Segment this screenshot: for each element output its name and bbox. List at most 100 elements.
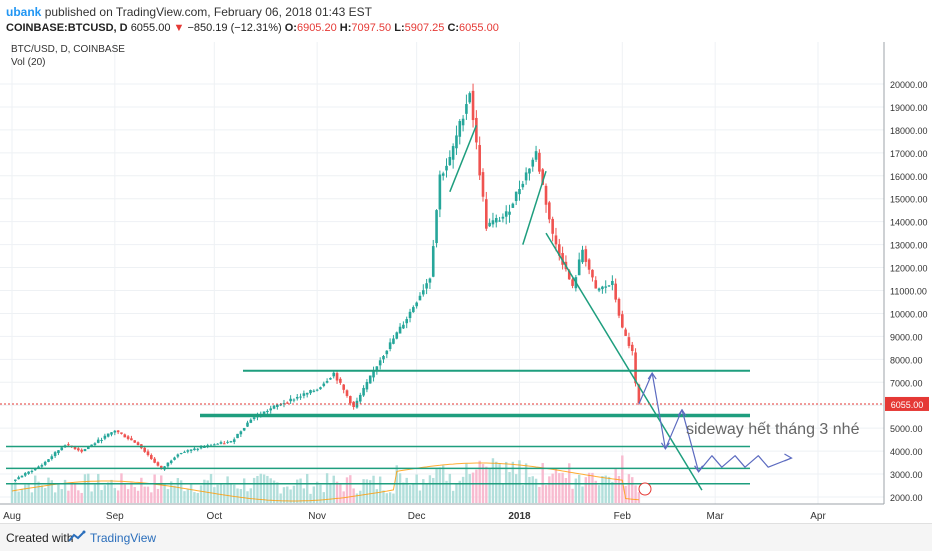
- volume-bar: [345, 477, 349, 503]
- volume-bar: [289, 489, 292, 503]
- price-chart[interactable]: 2000.003000.004000.005000.006000.007000.…: [0, 42, 932, 523]
- candle-body: [27, 471, 30, 474]
- candle-body: [289, 398, 292, 402]
- candle-body: [455, 135, 458, 149]
- volume-bar: [252, 477, 256, 503]
- author-name[interactable]: ubank: [6, 5, 42, 19]
- volume-bar: [471, 472, 475, 503]
- candle-body: [37, 466, 40, 469]
- candle-body: [219, 442, 223, 444]
- volume-bar: [176, 478, 180, 503]
- y-tick-label: 14000.00: [890, 218, 928, 228]
- volume-bar: [359, 490, 362, 503]
- volume-bar: [282, 487, 286, 503]
- volume-bar: [93, 484, 97, 503]
- candle-body: [617, 298, 621, 316]
- volume-bar: [67, 490, 70, 503]
- volume-bar: [239, 489, 243, 503]
- volume-bar: [97, 473, 100, 503]
- volume-bar: [73, 483, 77, 503]
- volume-bar: [574, 478, 578, 503]
- volume-indicator-label: Vol (20): [11, 57, 45, 68]
- candle-body: [100, 439, 103, 441]
- volume-bar: [611, 481, 614, 503]
- volume-bar: [183, 491, 186, 503]
- volume-bar: [571, 488, 574, 503]
- x-tick-label: Oct: [207, 511, 223, 522]
- y-tick-label: 2000.00: [890, 493, 923, 503]
- tradingview-brand[interactable]: TradingView: [90, 531, 157, 545]
- candle-body: [236, 433, 239, 439]
- volume-bar: [538, 486, 541, 503]
- candle-body: [96, 439, 100, 443]
- candle-body: [339, 378, 342, 383]
- volume-bar: [435, 469, 438, 503]
- x-tick-label: Feb: [614, 511, 632, 522]
- volume-bar: [362, 479, 365, 503]
- candle-body: [110, 432, 113, 435]
- candle-body: [143, 447, 146, 452]
- candle-body: [375, 366, 379, 372]
- candle-body: [73, 446, 77, 450]
- downtrend-line: [545, 232, 703, 491]
- volume-bar: [27, 483, 30, 503]
- candle-body: [176, 454, 180, 457]
- candle-body: [577, 259, 581, 276]
- volume-bar: [57, 483, 60, 503]
- volume-bar: [133, 487, 136, 503]
- volume-bar: [461, 476, 465, 503]
- candle-body: [169, 460, 173, 464]
- volume-bar: [302, 488, 306, 503]
- volume-bar: [528, 476, 531, 503]
- candle-body: [548, 202, 551, 220]
- candle-body: [468, 93, 472, 103]
- candle-body: [196, 448, 200, 450]
- volume-bar: [296, 479, 299, 503]
- volume-bar: [189, 484, 193, 503]
- candle-body: [286, 402, 289, 404]
- volume-bar: [116, 490, 120, 503]
- candle-body: [312, 390, 316, 392]
- arrow-head-icon: [660, 442, 670, 450]
- candle-body: [524, 172, 528, 181]
- candle-body: [405, 319, 409, 324]
- candle-body: [382, 355, 385, 360]
- y-tick-label: 5000.00: [890, 424, 923, 434]
- candle-body: [183, 451, 186, 453]
- candle-body: [189, 449, 193, 451]
- tradingview-logo-icon[interactable]: [68, 530, 86, 544]
- volume-bar: [388, 492, 392, 503]
- volume-bar: [601, 476, 604, 503]
- candle-body: [193, 448, 196, 451]
- x-tick-label: 2018: [508, 511, 531, 522]
- candle-body: [20, 475, 24, 478]
- open-label: O:: [284, 22, 297, 34]
- candle-body: [478, 145, 481, 176]
- candle-body: [438, 174, 442, 210]
- candle-body: [451, 146, 455, 160]
- volume-bar: [236, 488, 239, 503]
- candle-body: [584, 249, 588, 262]
- candle-body: [242, 427, 246, 431]
- volume-bar: [445, 480, 448, 503]
- candle-body: [544, 185, 548, 205]
- y-tick-label: 15000.00: [890, 195, 928, 205]
- volume-bar: [634, 485, 637, 503]
- candle-body: [166, 462, 170, 467]
- volume-bar: [508, 472, 511, 503]
- volume-bar: [478, 460, 481, 503]
- candle-body: [272, 405, 276, 409]
- event-flag-icon[interactable]: [638, 482, 652, 496]
- last-price-tag-label: 6055.00: [891, 400, 924, 410]
- candle-body: [43, 461, 47, 465]
- candle-body: [398, 326, 402, 334]
- x-tick-label: Apr: [810, 511, 826, 522]
- candle-body: [385, 350, 389, 355]
- volume-bar: [309, 493, 312, 503]
- candle-body: [362, 387, 365, 396]
- candle-body: [392, 338, 395, 344]
- volume-bar: [229, 484, 233, 503]
- volume-bar: [153, 474, 156, 503]
- candle-body: [345, 390, 349, 396]
- candle-body: [153, 458, 156, 463]
